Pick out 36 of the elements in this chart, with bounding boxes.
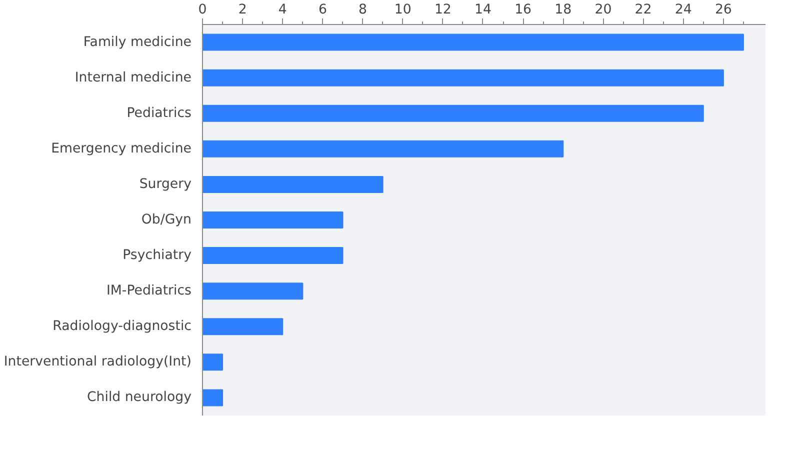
bar [202,354,224,371]
y-tick-label: Ob/Gyn [141,212,192,228]
y-tick-label: IM-Pediatrics [106,284,192,299]
bar [202,282,304,300]
bar [202,140,564,158]
bar [202,104,704,122]
bar [202,34,744,51]
x-tick-label: 16 [514,2,532,18]
y-tick-label: Internal medicine [74,70,192,86]
x-tick-label: 6 [318,2,327,18]
y-tick-label: Radiology-diagnostic [52,319,192,334]
x-tick-label: 22 [634,2,652,18]
x-tick-label: 10 [394,2,412,18]
x-tick-label: 8 [358,2,368,18]
bar [202,212,344,228]
x-tick-label: 12 [434,2,452,18]
x-tick-label: 18 [554,2,572,18]
y-tick-label: Emergency medicine [51,141,192,156]
x-tick-label: 0 [198,2,207,18]
y-tick-label: Pediatrics [126,106,192,121]
bar [202,318,284,336]
x-tick-label: 4 [278,2,287,18]
y-tick-label: Interventional radiology(Int) [4,354,192,370]
bar [202,69,724,86]
x-tick-label: 2 [238,2,247,18]
x-tick-label: 14 [474,2,492,18]
bar [202,389,224,406]
bar [202,247,344,264]
bar [202,176,384,193]
x-tick-label: 24 [674,2,692,18]
y-tick-label: Psychiatry [122,248,192,264]
x-tick-label: 26 [714,2,732,18]
y-tick-label: Surgery [139,176,192,192]
y-tick-label: Family medicine [83,34,192,50]
x-tick-label: 20 [594,2,612,18]
y-tick-label: Child neurology [87,390,192,406]
